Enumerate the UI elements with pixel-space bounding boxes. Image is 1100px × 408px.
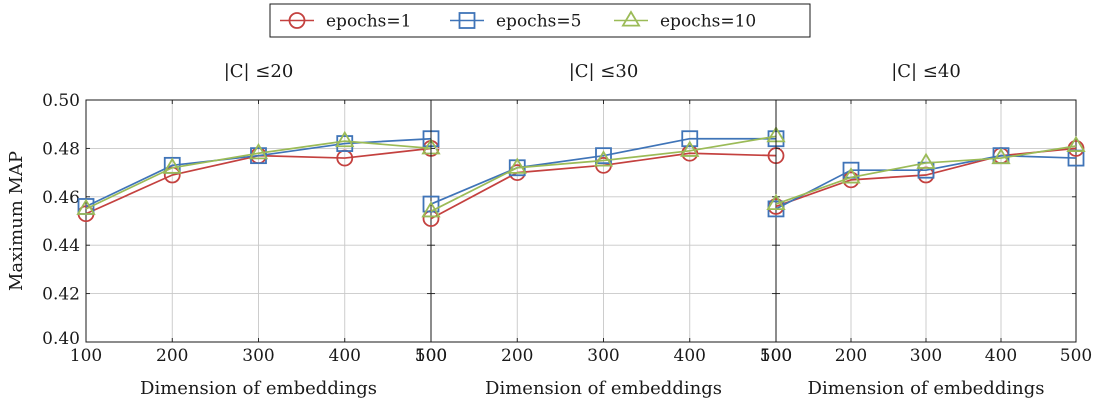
data-point (593, 150, 614, 167)
x-tick-label: 300 (242, 346, 274, 366)
data-point (766, 193, 786, 211)
y-tick-label: 0.50 (42, 91, 80, 111)
y-tick-label: 0.40 (42, 329, 80, 349)
data-point (162, 157, 182, 174)
series-line (430, 135, 777, 213)
x-tick-label: 500 (415, 346, 447, 366)
panel-title: |C| ≤20 (224, 61, 294, 82)
series-line (775, 145, 1077, 205)
data-point (916, 152, 936, 169)
data-point (76, 198, 96, 215)
x-tick-label: 200 (156, 346, 188, 366)
legend-entry: epochs=1 (280, 12, 411, 32)
series-line (85, 140, 432, 210)
series-line (85, 137, 432, 208)
data-point (680, 140, 700, 157)
legend-marker-square (458, 12, 476, 29)
x-tick-label: 500 (760, 346, 792, 366)
data-point (1066, 135, 1086, 152)
x-axis-label: Dimension of embeddings (808, 378, 1045, 399)
legend-entry: epochs=5 (450, 12, 581, 32)
legend-box (269, 3, 811, 38)
x-axis-label: Dimension of embeddings (485, 378, 722, 399)
series-epochs-10 (766, 135, 1086, 211)
data-point (841, 167, 861, 184)
chart-panel-2: 100 200 300 400 500 |C| ≤30 Dimension of embed… (415, 61, 792, 399)
x-tick-label: 500 (1060, 346, 1092, 366)
x-tick-label: 200 (501, 346, 533, 366)
data-point (422, 195, 440, 213)
series-line (430, 137, 776, 205)
legend-marker-circle (288, 12, 306, 29)
legend-label: epochs=1 (326, 12, 411, 32)
x-tick-label: 400 (985, 346, 1017, 366)
y-tick-label: 0.48 (42, 139, 80, 159)
x-tick-label: 300 (910, 346, 942, 366)
x-tick-label: 400 (674, 346, 706, 366)
data-point (336, 149, 354, 167)
y-tick-label: 0.44 (42, 236, 80, 256)
x-tick-label: 100 (415, 346, 447, 366)
panel-title: |C| ≤40 (891, 61, 961, 82)
data-point (421, 201, 441, 218)
chart-panel-1: 100 200 300 400 500 0.40 0.42 0.44 0.46 0.48 0.50 |… (6, 61, 447, 399)
panel-title: |C| ≤30 (569, 61, 639, 82)
y-axis-label: Maximum MAP (6, 151, 27, 291)
x-axis-label: Dimension of embeddings (140, 378, 377, 399)
data-point (335, 130, 355, 148)
x-tick-label: 100 (760, 346, 792, 366)
series-line (775, 154, 1077, 210)
data-point (681, 130, 699, 148)
x-tick-label: 400 (329, 346, 361, 366)
y-tick-label: 0.46 (42, 188, 80, 208)
x-tick-label: 300 (587, 346, 619, 366)
legend-label: epochs=5 (496, 12, 581, 32)
y-tick-label: 0.42 (42, 285, 80, 305)
data-point (681, 144, 699, 162)
data-point (991, 147, 1011, 165)
chart-panel-3: 100 200 300 400 500 |C| ≤40 Dimension of embed… (760, 61, 1092, 399)
legend-entry: epochs=10 (614, 10, 756, 32)
legend-marker-triangle (621, 10, 641, 27)
x-tick-label: 200 (835, 346, 867, 366)
x-tick-label: 100 (70, 346, 102, 366)
series-epochs-10 (421, 126, 786, 218)
data-point (507, 157, 527, 174)
data-point (248, 142, 269, 160)
legend: epochs=1 epochs=5 epochs=10 (269, 3, 811, 38)
chart-panels: 100 200 300 400 500 0.40 0.42 0.44 0.46 0.48 0.50 |… (6, 61, 1092, 399)
data-point (1067, 139, 1085, 157)
legend-label: epochs=10 (660, 12, 756, 32)
data-point (595, 147, 612, 165)
